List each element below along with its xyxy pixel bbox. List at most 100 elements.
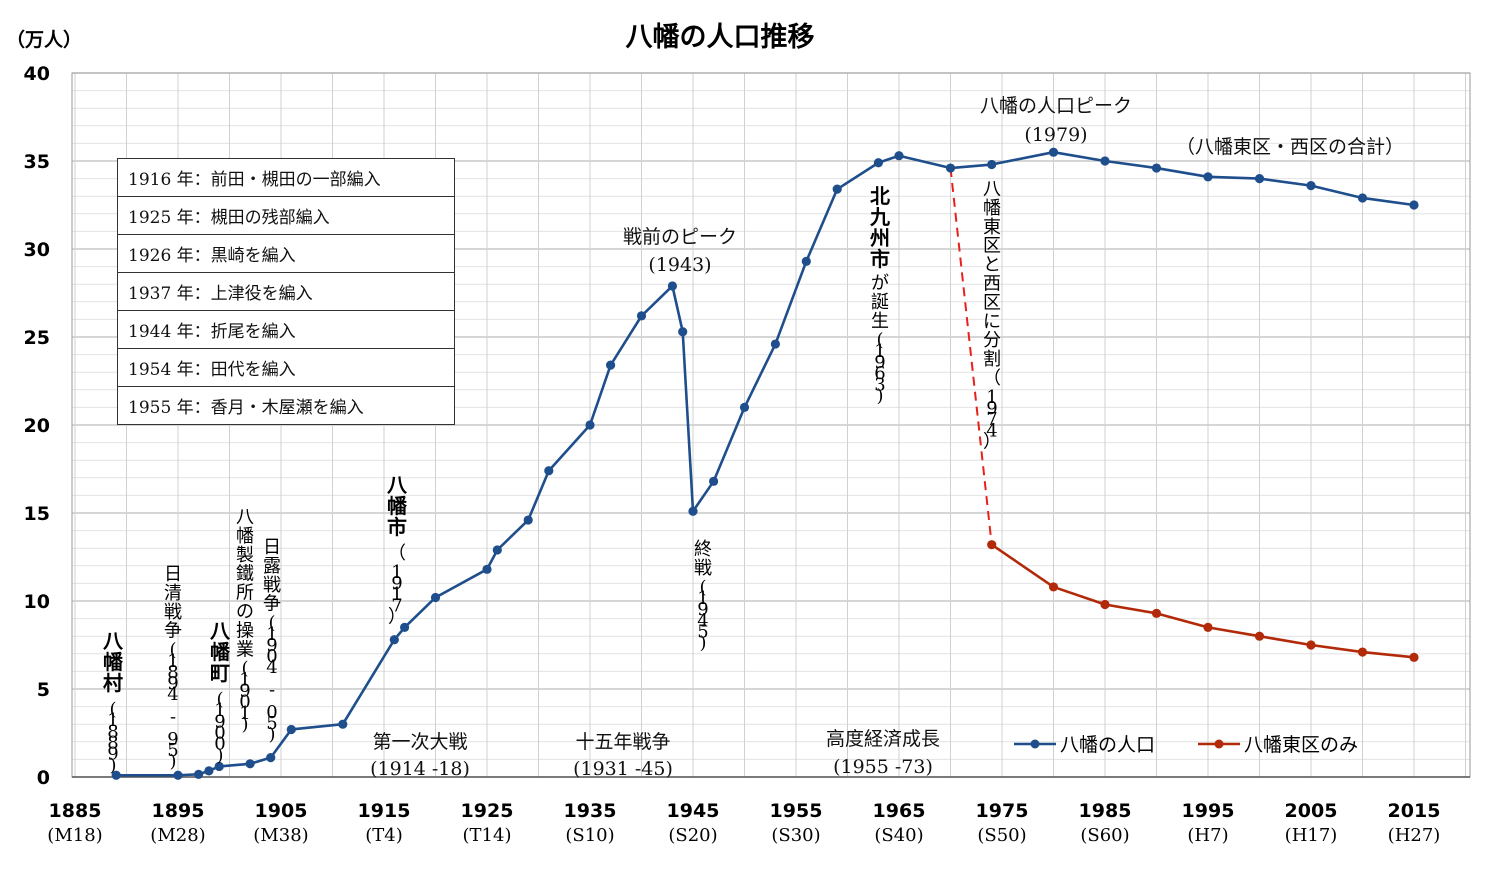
y-tick-label: 0 xyxy=(37,767,50,789)
x-tick-era-label: (S30) xyxy=(771,825,820,846)
data-point-east xyxy=(1254,631,1265,641)
y-axis-unit: （万人） xyxy=(6,28,82,51)
y-tick-label: 5 xyxy=(37,679,50,701)
data-point-total xyxy=(945,163,956,173)
legend: 八幡の人口 八幡東区のみ xyxy=(1014,734,1358,756)
x-tick-label: 1965 xyxy=(873,800,926,822)
data-point-total xyxy=(1357,193,1368,203)
data-point-total xyxy=(286,724,296,735)
x-tick-label: 1895 xyxy=(152,800,205,822)
data-point-total xyxy=(430,592,441,603)
x-tick-era-label: (M18) xyxy=(47,825,102,846)
annotations: 戦前のピーク (1943) 八幡の人口ピーク (1979) （八幡東区・西区の合… xyxy=(370,95,1404,780)
data-point-total xyxy=(1151,163,1162,173)
table-row: 1925 年：槻田の残部編入 xyxy=(117,196,455,235)
x-tick-era-label: (T14) xyxy=(463,825,512,846)
table-row: 1926 年：黒崎を編入 xyxy=(117,234,455,273)
vertical-annotations: 八幡村 (1 8 8 9) 日清戦争(1 8 9 4 - 9 5) 八幡町 (1 9 0 0) 八幡製鐵所の操… xyxy=(103,179,1001,776)
data-point-total xyxy=(987,159,997,170)
x-tick-label: 2015 xyxy=(1388,800,1441,822)
data-point-east xyxy=(1048,582,1059,592)
war-end-label: 終戦(1 9 4 5) xyxy=(694,539,712,654)
table-cell: 1954 年：田代を編入 xyxy=(117,348,455,387)
data-point-east xyxy=(1100,599,1110,610)
x-tick-label: 1985 xyxy=(1079,800,1132,822)
data-point-total xyxy=(482,564,492,574)
table-row: 1954 年：田代を編入 xyxy=(117,348,455,387)
yahata-city-label: 八幡市 xyxy=(387,473,408,539)
data-point-total xyxy=(636,311,647,321)
x-tick-era-label: (S50) xyxy=(977,825,1026,846)
data-point-total xyxy=(492,545,502,555)
table-row: 1955 年：香月・木屋瀬を編入 xyxy=(117,386,455,425)
data-point-total xyxy=(1254,174,1265,184)
high-growth-years: (1955 -73) xyxy=(833,756,933,778)
data-point-total xyxy=(894,151,904,161)
x-tick-era-label: (H17) xyxy=(1285,825,1338,846)
legend-east-label: 八幡東区のみ xyxy=(1244,734,1358,756)
data-point-total xyxy=(1306,181,1316,191)
table-cell: 1955 年：香月・木屋瀬を編入 xyxy=(117,386,455,425)
prewar-peak-year: (1943) xyxy=(648,254,711,276)
table-cell: 1926 年：黒崎を編入 xyxy=(117,234,455,273)
table-cell: 1916 年：前田・槻田の一部編入 xyxy=(117,158,455,197)
data-point-total xyxy=(739,402,750,412)
table-row: 1916 年：前田・槻田の一部編入 xyxy=(117,158,455,197)
y-tick-label: 40 xyxy=(24,63,50,85)
axes: 0 5 10 15 20 25 30 35 40 1885 (M18) 1895 (M28) 1905 (M… xyxy=(24,63,1471,846)
x-tick-label: 1945 xyxy=(667,800,720,822)
data-point-total xyxy=(111,770,121,780)
x-tick-era-label: (S20) xyxy=(668,825,717,846)
x-tick-era-label: (S60) xyxy=(1080,825,1129,846)
table-cell: 1937 年：上津役を編入 xyxy=(117,272,455,311)
data-point-total xyxy=(832,184,842,194)
table-row: 1944 年：折尾を編入 xyxy=(117,310,455,349)
series xyxy=(111,147,1419,780)
data-point-total xyxy=(266,753,276,763)
y-tick-label: 20 xyxy=(24,415,50,437)
steel-works-label: 八幡製鐵所の操業(1 9 0 1) xyxy=(236,507,254,735)
data-point-total xyxy=(585,420,595,430)
sino-japanese-war-label: 日清戦争(1 8 9 4 - 9 5) xyxy=(164,564,182,772)
high-growth-label: 高度経済成長 xyxy=(826,728,940,750)
table-cell: 1944 年：折尾を編入 xyxy=(117,310,455,349)
yahata-city-year: （1 9 1 7） xyxy=(388,543,406,628)
yahata-town-label: 八幡町 xyxy=(210,619,231,685)
data-point-total xyxy=(389,635,399,645)
data-point-total xyxy=(709,476,719,486)
data-point-east xyxy=(987,540,997,550)
data-point-total xyxy=(338,719,348,729)
data-point-total xyxy=(204,766,214,776)
data-point-east xyxy=(1409,652,1419,662)
x-tick-era-label: (S40) xyxy=(874,825,923,846)
x-tick-label: 1995 xyxy=(1182,800,1235,822)
x-tick-era-label: (S10) xyxy=(565,825,614,846)
fifteen-year-war-label: 十五年戦争 xyxy=(575,731,670,753)
peak-year: (1979) xyxy=(1024,124,1087,146)
total-note: （八幡東区・西区の合計） xyxy=(1176,136,1404,158)
x-tick-label: 1905 xyxy=(255,800,308,822)
data-point-total xyxy=(770,339,781,349)
y-tick-label: 10 xyxy=(24,591,50,613)
x-tick-label: 2005 xyxy=(1285,800,1338,822)
data-point-east xyxy=(1203,622,1213,633)
y-tick-label: 35 xyxy=(24,151,50,173)
x-tick-label: 1955 xyxy=(770,800,823,822)
data-point-total xyxy=(1048,147,1059,157)
kitakyushu-city-label: 北九州市 xyxy=(869,184,890,271)
data-point-east xyxy=(1306,640,1316,650)
data-point-total xyxy=(1409,200,1419,210)
x-tick-era-label: (T4) xyxy=(365,825,403,846)
legend-east-marker xyxy=(1214,739,1224,749)
table-cell: 1925 年：槻田の残部編入 xyxy=(117,196,455,235)
data-point-total xyxy=(1203,172,1213,182)
data-point-total xyxy=(667,281,678,291)
y-tick-label: 25 xyxy=(24,327,50,349)
x-tick-label: 1925 xyxy=(461,800,514,822)
ward-split-label: 八幡東区と西区に分割（ 1 9 7 4） xyxy=(983,179,1001,453)
data-point-total xyxy=(400,622,410,633)
yahata-village-year: (1 8 8 9) xyxy=(107,699,118,776)
x-tick-label: 1915 xyxy=(358,800,411,822)
x-tick-era-label: (H27) xyxy=(1388,825,1441,846)
y-tick-label: 15 xyxy=(24,503,50,525)
